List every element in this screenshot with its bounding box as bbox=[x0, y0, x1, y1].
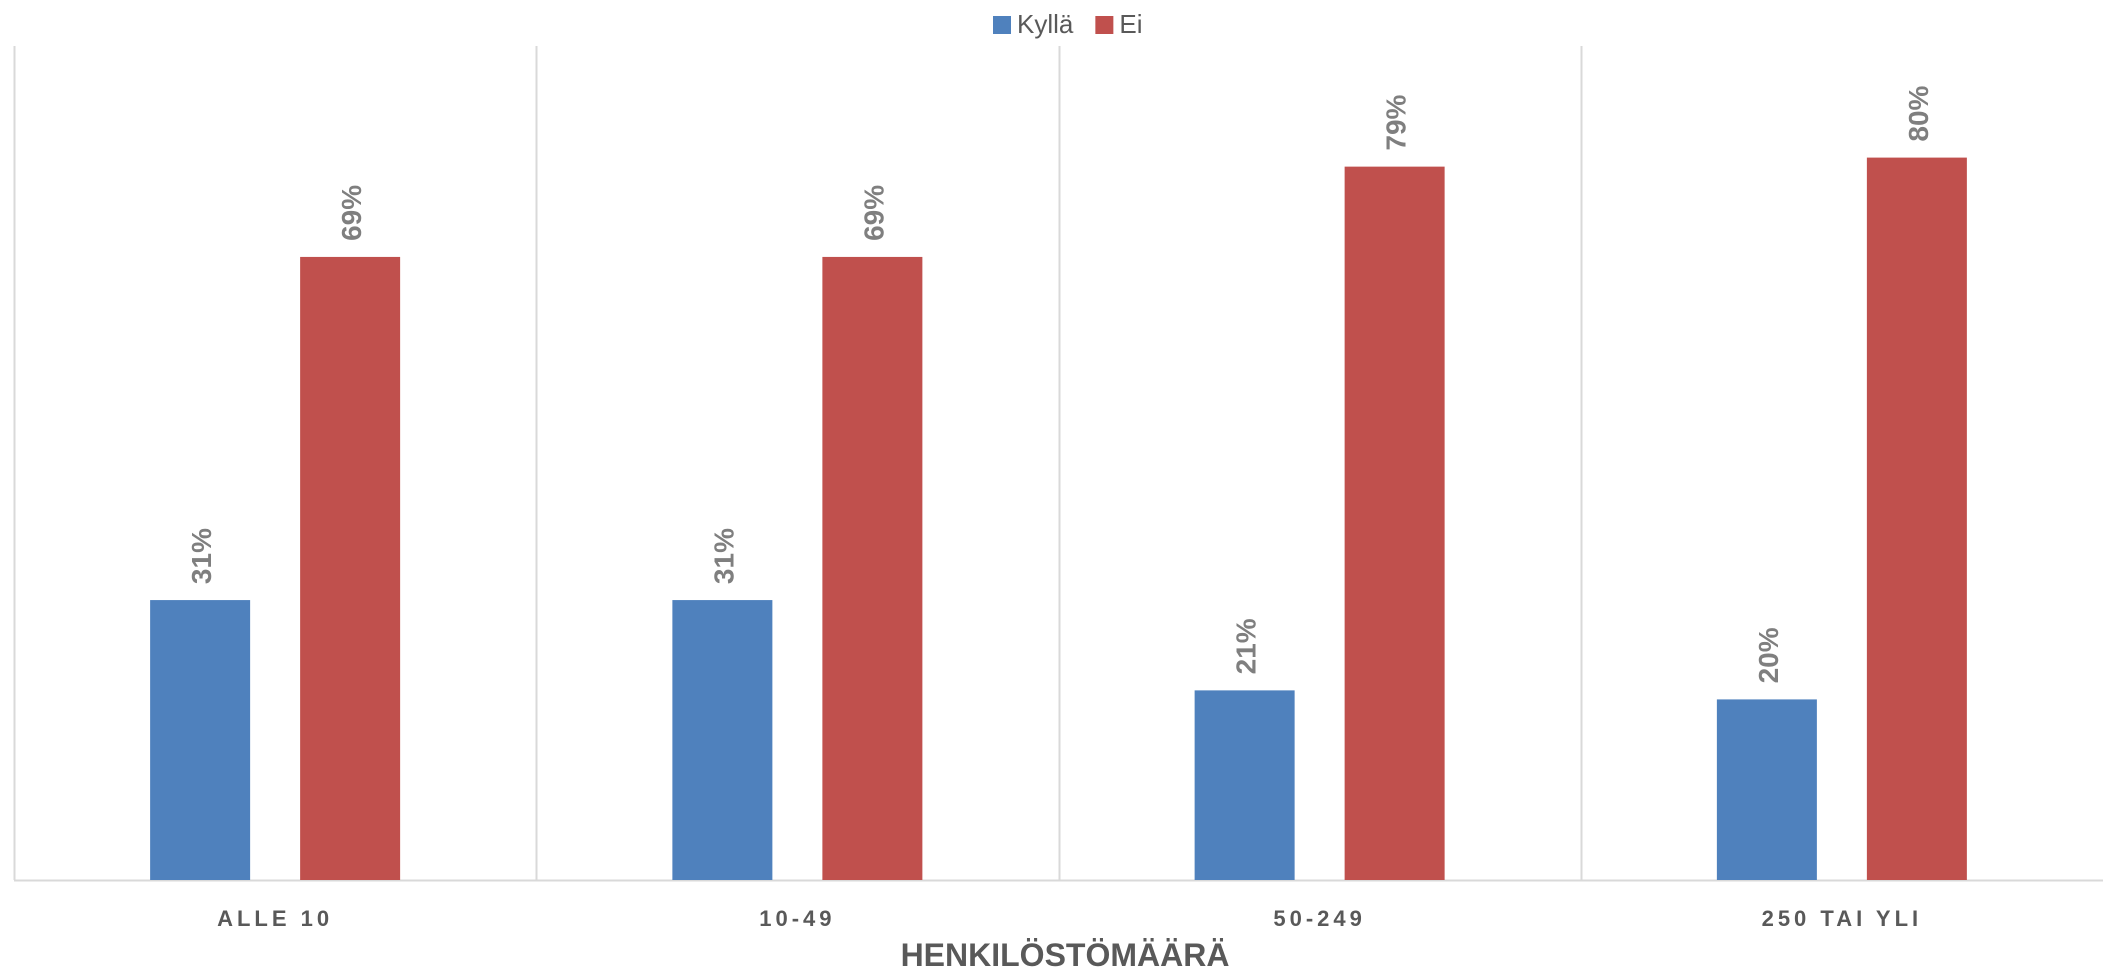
data-label: 69% bbox=[336, 185, 367, 241]
legend-swatch bbox=[1095, 16, 1114, 34]
bar-kyll-1 bbox=[150, 600, 251, 880]
x-tick-label: 10-49 bbox=[759, 906, 835, 931]
data-label: 80% bbox=[1903, 85, 1934, 141]
bar-ei-1 bbox=[300, 256, 401, 880]
bar-kyll-4 bbox=[1716, 699, 1817, 880]
data-label: 20% bbox=[1753, 627, 1784, 683]
bar-kyll-2 bbox=[672, 600, 773, 880]
bar-ei-2 bbox=[822, 256, 923, 880]
bar-ei-3 bbox=[1344, 166, 1445, 880]
bar-ei-4 bbox=[1866, 157, 1967, 881]
legend-swatch bbox=[993, 16, 1011, 34]
data-label: 31% bbox=[186, 528, 217, 584]
data-label: 79% bbox=[1381, 94, 1412, 150]
x-tick-label: 50-249 bbox=[1273, 906, 1366, 931]
legend-label: Ei bbox=[1119, 9, 1142, 39]
data-label: 31% bbox=[708, 528, 739, 584]
data-label: 69% bbox=[858, 185, 889, 241]
legend-label: Kyllä bbox=[1017, 9, 1074, 39]
bar-kyll-3 bbox=[1194, 690, 1295, 880]
x-axis-title: HENKILÖSTÖMÄÄRÄ bbox=[901, 937, 1230, 970]
x-tick-label: 250 TAI YLI bbox=[1762, 906, 1923, 931]
data-label: 21% bbox=[1231, 618, 1262, 674]
x-tick-label: ALLE 10 bbox=[217, 906, 333, 931]
